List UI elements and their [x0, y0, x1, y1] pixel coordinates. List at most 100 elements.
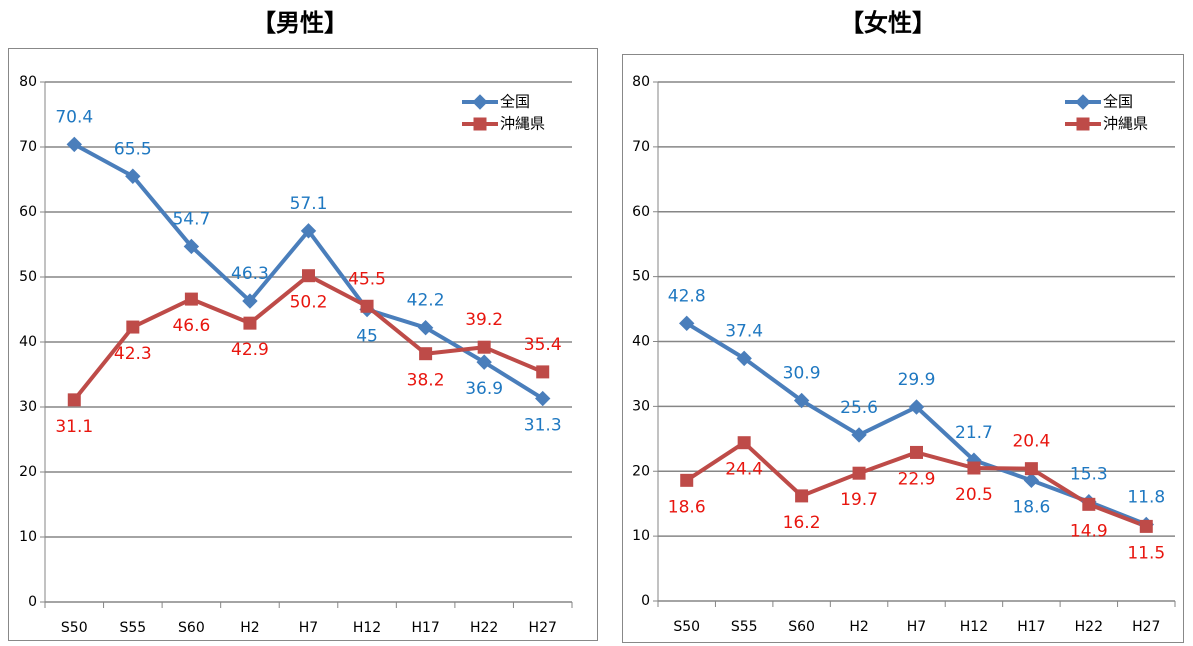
marker	[183, 238, 200, 255]
x-tick-label: H12	[353, 620, 381, 636]
marker	[736, 350, 752, 367]
marker	[360, 299, 374, 313]
data-label: 25.6	[840, 398, 878, 418]
y-tick-label: 50	[19, 269, 37, 285]
legend-marker	[472, 94, 488, 110]
marker	[795, 489, 809, 503]
x-tick-label: S50	[61, 620, 88, 636]
marker	[851, 427, 867, 443]
x-tick-label: S60	[788, 619, 815, 635]
marker	[419, 347, 433, 361]
marker	[67, 393, 81, 407]
chart-title: 【女性】	[840, 9, 936, 37]
marker	[908, 399, 925, 415]
data-label: 18.6	[1012, 497, 1050, 517]
legend-marker	[1076, 117, 1090, 131]
marker	[477, 340, 491, 354]
y-tick-label: 60	[19, 204, 37, 220]
chart-frame	[622, 54, 1184, 643]
marker	[300, 223, 317, 239]
y-tick-label: 20	[632, 463, 650, 479]
data-label: 42.2	[407, 291, 445, 311]
y-tick-label: 70	[19, 139, 37, 155]
y-tick-label: 70	[632, 139, 650, 155]
y-tick-label: 10	[632, 528, 650, 544]
data-label: 37.4	[725, 321, 763, 341]
x-tick-label: H22	[1075, 619, 1103, 635]
marker	[967, 461, 981, 475]
data-label: 46.3	[231, 264, 269, 284]
legend-label: 沖縄県	[1103, 115, 1148, 133]
legend-label: 全国	[1103, 93, 1133, 111]
x-tick-label: H22	[470, 620, 498, 636]
marker	[1024, 462, 1038, 476]
marker	[910, 445, 923, 459]
y-tick-label: 10	[19, 529, 37, 545]
y-tick-label: 50	[632, 269, 650, 285]
x-tick-label: H12	[960, 619, 988, 635]
data-label: 35.4	[524, 335, 562, 355]
y-tick-label: 40	[632, 334, 650, 350]
data-label: 50.2	[290, 293, 328, 313]
data-label: 20.5	[955, 485, 993, 505]
marker	[536, 365, 550, 379]
data-label: 11.8	[1127, 487, 1165, 507]
data-label: 46.6	[172, 316, 210, 336]
data-label: 14.9	[1070, 521, 1108, 541]
data-label: 29.9	[898, 370, 936, 390]
marker	[679, 315, 695, 332]
x-tick-label: H2	[849, 619, 868, 635]
marker	[417, 319, 434, 336]
x-tick-label: H17	[1017, 619, 1045, 635]
y-tick-label: 0	[28, 594, 37, 610]
marker	[793, 392, 810, 409]
y-tick-label: 40	[19, 334, 37, 350]
data-label: 18.6	[668, 497, 706, 517]
legend-label: 全国	[500, 93, 530, 111]
legend-marker	[473, 117, 487, 131]
marker	[302, 269, 315, 283]
data-label: 42.8	[668, 286, 706, 306]
x-tick-label: S50	[673, 619, 700, 635]
marker	[535, 390, 551, 407]
x-tick-label: S55	[731, 619, 758, 635]
x-tick-label: H27	[1132, 619, 1160, 635]
y-tick-label: 80	[632, 74, 650, 90]
marker	[125, 168, 141, 184]
marker	[126, 320, 140, 334]
data-label: 30.9	[783, 364, 821, 384]
data-label: 57.1	[290, 194, 328, 214]
marker	[680, 473, 694, 487]
x-tick-label: S60	[178, 620, 205, 636]
data-label: 24.4	[725, 460, 763, 480]
data-label: 31.3	[524, 416, 562, 436]
marker	[1082, 497, 1096, 511]
chart-frame	[8, 48, 598, 641]
data-label: 70.4	[55, 107, 93, 127]
marker	[737, 436, 751, 450]
x-tick-label: H7	[907, 619, 926, 635]
legend-marker	[1075, 94, 1091, 110]
x-tick-label: H27	[529, 620, 557, 636]
data-label: 42.3	[114, 344, 152, 364]
y-tick-label: 0	[641, 593, 650, 609]
marker	[66, 136, 82, 153]
y-tick-label: 30	[19, 399, 37, 415]
marker	[852, 466, 866, 480]
data-label: 21.7	[955, 423, 993, 443]
y-tick-label: 30	[632, 398, 650, 414]
x-tick-label: H2	[240, 620, 259, 636]
marker	[1139, 519, 1153, 533]
data-label: 45	[356, 327, 378, 347]
legend-label: 沖縄県	[500, 115, 545, 133]
data-label: 15.3	[1070, 465, 1108, 485]
marker	[184, 292, 198, 306]
x-tick-label: S55	[119, 620, 146, 636]
data-label: 19.7	[840, 490, 878, 510]
data-label: 22.9	[898, 469, 936, 489]
data-label: 54.7	[172, 209, 210, 229]
data-label: 42.9	[231, 340, 269, 360]
data-label: 36.9	[465, 379, 503, 399]
data-label: 31.1	[55, 417, 93, 437]
x-tick-label: H17	[411, 620, 439, 636]
